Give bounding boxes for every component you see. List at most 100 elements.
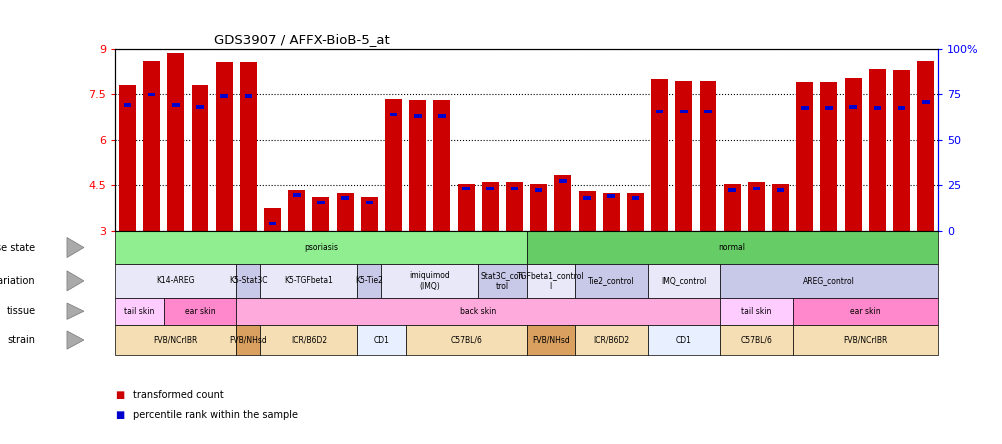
Bar (526, 264, 574, 297)
Text: GDS3907 / AFFX-BioB-5_at: GDS3907 / AFFX-BioB-5_at (213, 33, 390, 46)
Bar (361, 198, 378, 231)
Bar (526, 325, 574, 355)
Bar (220, 94, 227, 98)
Bar (849, 105, 856, 109)
Text: genotype/variation: genotype/variation (0, 276, 35, 286)
Text: K5-Tie2: K5-Tie2 (355, 276, 383, 285)
Bar (191, 85, 208, 231)
Bar (506, 182, 522, 231)
Bar (530, 184, 546, 231)
Text: percentile rank within the sample: percentile rank within the sample (133, 410, 299, 420)
Text: disease state: disease state (0, 242, 35, 253)
Bar (873, 107, 881, 110)
Bar (719, 325, 792, 355)
Bar (381, 264, 478, 297)
Bar (647, 264, 719, 297)
Bar (602, 193, 619, 231)
Text: IMQ_control: IMQ_control (660, 276, 705, 285)
Text: tissue: tissue (6, 306, 35, 316)
Bar (626, 193, 643, 231)
Bar (215, 63, 232, 231)
Polygon shape (67, 303, 84, 319)
Bar (115, 325, 236, 355)
Bar (650, 79, 667, 231)
Bar (171, 103, 179, 107)
Bar (607, 194, 614, 198)
Text: CD1: CD1 (675, 336, 691, 345)
Text: Tie2_control: Tie2_control (587, 276, 634, 285)
Text: imiquimod
(IMQ): imiquimod (IMQ) (409, 271, 450, 290)
Bar (776, 188, 784, 192)
Bar (772, 184, 789, 231)
Bar (264, 208, 281, 231)
Bar (115, 231, 526, 264)
Text: psoriasis: psoriasis (304, 243, 338, 252)
Text: K14-AREG: K14-AREG (156, 276, 194, 285)
Bar (357, 325, 405, 355)
Bar (236, 264, 261, 297)
Text: TGFbeta1_control
l: TGFbeta1_control l (516, 271, 584, 290)
Text: transformed count: transformed count (133, 390, 223, 400)
Bar (892, 70, 909, 231)
Bar (719, 297, 792, 325)
Bar (457, 184, 474, 231)
Bar (317, 201, 325, 204)
Bar (655, 110, 662, 113)
Bar (269, 222, 277, 226)
Bar (921, 100, 929, 104)
Text: AREG_control: AREG_control (803, 276, 854, 285)
Text: FVB/NHsd: FVB/NHsd (229, 336, 267, 345)
Bar (167, 53, 184, 231)
Bar (698, 81, 715, 231)
Bar (462, 187, 470, 190)
Bar (119, 85, 136, 231)
Text: K5-TGFbeta1: K5-TGFbeta1 (285, 276, 333, 285)
Bar (703, 110, 711, 113)
Bar (574, 264, 647, 297)
Bar (747, 182, 765, 231)
Text: K5-Stat3C: K5-Stat3C (228, 276, 268, 285)
Bar (868, 68, 885, 231)
Bar (236, 325, 261, 355)
Bar (438, 114, 445, 118)
Polygon shape (67, 331, 84, 349)
Bar (897, 107, 905, 110)
Bar (510, 187, 518, 190)
Bar (478, 264, 526, 297)
Bar (801, 107, 808, 110)
Bar (558, 179, 566, 183)
Bar (486, 187, 494, 190)
Bar (405, 325, 526, 355)
Bar (820, 82, 837, 231)
Bar (792, 325, 937, 355)
Text: tail skin: tail skin (740, 307, 771, 316)
Text: CD1: CD1 (373, 336, 389, 345)
Bar (844, 78, 861, 231)
Text: ■: ■ (115, 390, 124, 400)
Bar (337, 193, 354, 231)
Text: tail skin: tail skin (124, 307, 154, 316)
Text: C57BL/6: C57BL/6 (450, 336, 482, 345)
Text: back skin: back skin (460, 307, 496, 316)
Text: normal: normal (718, 243, 744, 252)
Bar (631, 196, 638, 200)
Bar (385, 99, 402, 231)
Text: FVB/NHsd: FVB/NHsd (531, 336, 569, 345)
Bar (341, 196, 349, 200)
Bar (679, 110, 687, 113)
Bar (261, 264, 357, 297)
Text: ICR/B6D2: ICR/B6D2 (592, 336, 628, 345)
Bar (647, 325, 719, 355)
Bar (574, 325, 647, 355)
Bar (727, 188, 735, 192)
Bar (143, 61, 160, 231)
Text: Stat3C_con
trol: Stat3C_con trol (480, 271, 524, 290)
Bar (163, 297, 236, 325)
Bar (578, 191, 595, 231)
Text: ICR/B6D2: ICR/B6D2 (291, 336, 327, 345)
Text: ear skin: ear skin (849, 307, 880, 316)
Bar (674, 81, 691, 231)
Bar (534, 188, 542, 192)
Bar (409, 100, 426, 231)
Bar (390, 112, 397, 116)
